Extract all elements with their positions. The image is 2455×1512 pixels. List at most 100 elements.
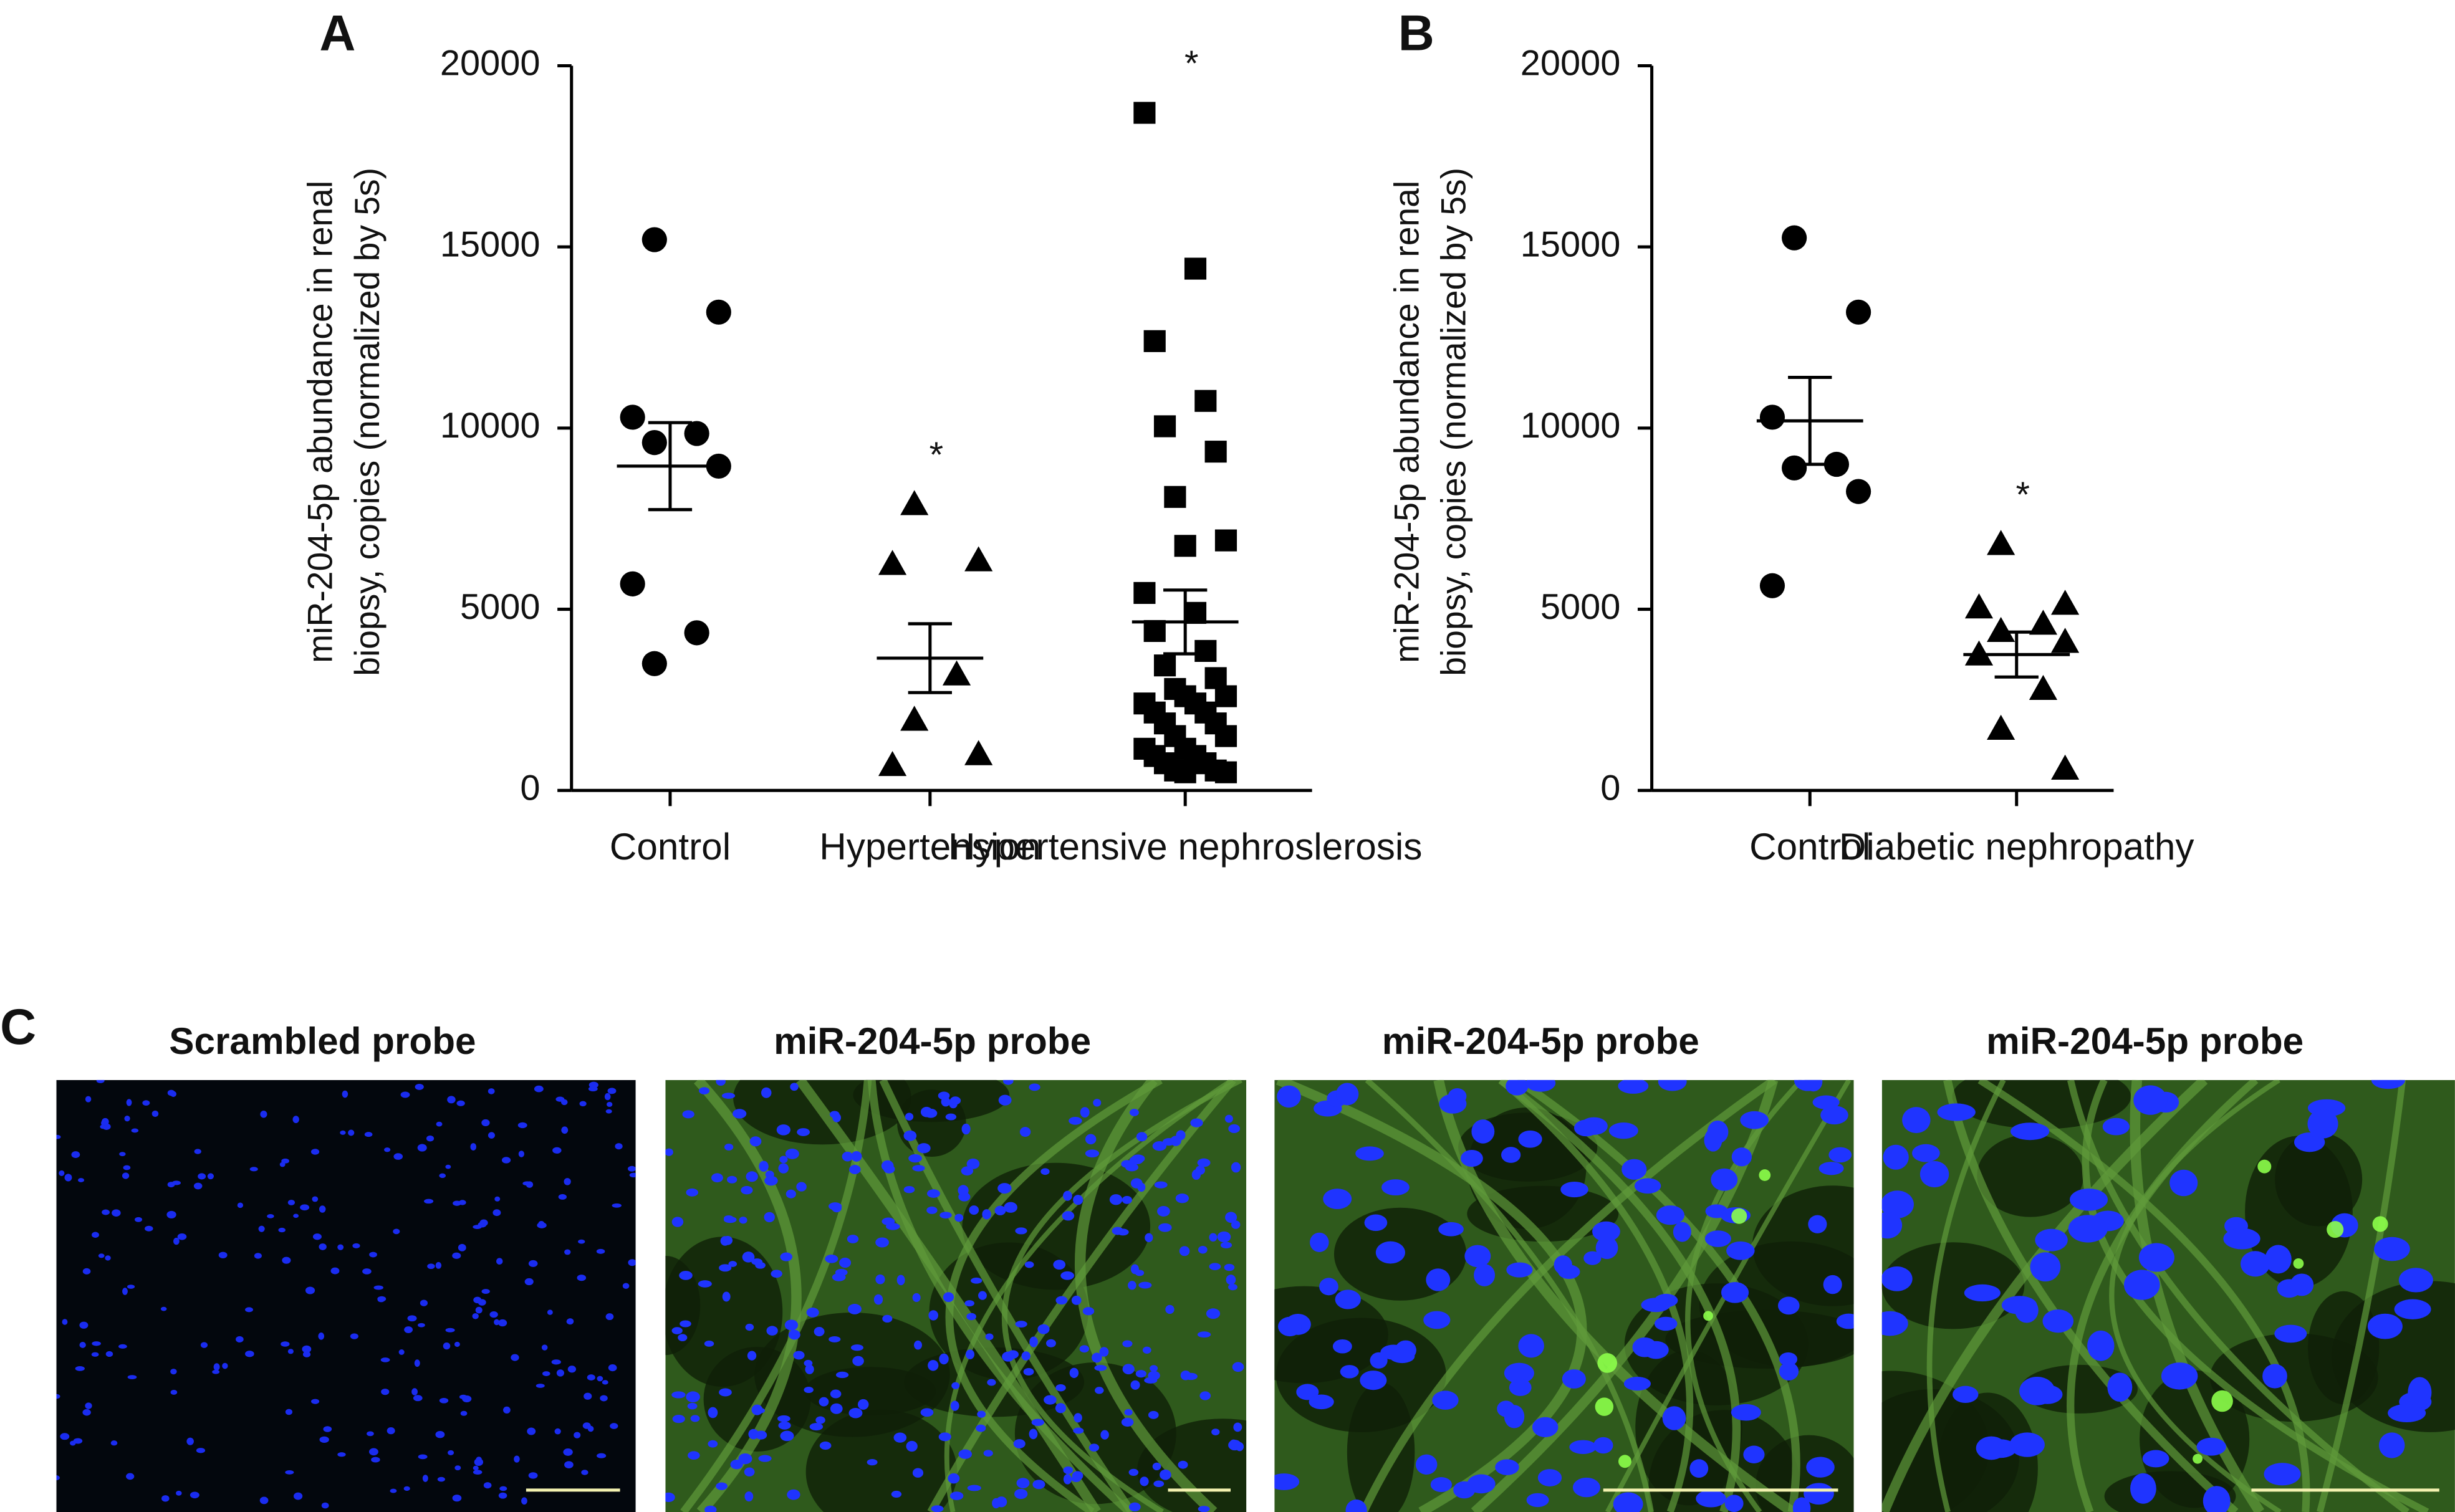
- x-tick-label: Control: [1749, 826, 1871, 869]
- nucleus: [1162, 1138, 1175, 1146]
- nucleus: [245, 1351, 254, 1357]
- nucleus: [393, 1228, 400, 1235]
- y-axis-label: biopsy, copies (normalized by 5s): [348, 168, 387, 676]
- nucleus: [745, 1323, 754, 1331]
- nucleus: [1062, 1211, 1075, 1221]
- nucleus: [847, 1235, 859, 1243]
- nucleus: [589, 1081, 598, 1088]
- point: [1964, 593, 1994, 619]
- nucleus: [321, 1502, 329, 1509]
- nucleus: [1608, 1122, 1638, 1139]
- nucleus: [777, 1415, 790, 1422]
- signal: [2293, 1258, 2304, 1269]
- nucleus: [537, 1222, 547, 1228]
- nucleus: [742, 1251, 755, 1263]
- nucleus: [2019, 1377, 2055, 1405]
- nucleus: [1471, 1119, 1495, 1144]
- nucleus: [835, 1371, 849, 1379]
- nucleus: [1532, 1417, 1559, 1437]
- nucleus: [671, 1327, 683, 1334]
- nucleus: [470, 1143, 477, 1151]
- micrograph-content: [56, 1079, 636, 1512]
- nucleus: [998, 1094, 1012, 1106]
- nucleus: [1812, 1095, 1840, 1109]
- nucleus: [875, 1274, 885, 1285]
- nucleus: [1274, 1473, 1300, 1490]
- nucleus: [891, 1490, 902, 1498]
- nucleus: [982, 1209, 991, 1220]
- nucleus: [473, 1470, 483, 1475]
- nucleus: [746, 1171, 758, 1182]
- nucleus: [1063, 1474, 1072, 1485]
- nucleus: [597, 1453, 607, 1458]
- nucleus: [741, 1185, 753, 1195]
- tissue-fiber: [1360, 1079, 1777, 1512]
- nucleus: [499, 1486, 507, 1491]
- point: [1133, 581, 1156, 604]
- nucleus: [524, 1278, 534, 1286]
- nucleus: [473, 1296, 482, 1304]
- nucleus: [459, 1394, 468, 1399]
- point: [2029, 610, 2058, 635]
- nucleus: [604, 1093, 611, 1101]
- nucleus: [954, 1213, 964, 1222]
- nucleus: [350, 1333, 358, 1339]
- nucleus: [1002, 1079, 1014, 1085]
- nucleus: [906, 1440, 918, 1452]
- nucleus: [996, 1496, 1007, 1508]
- nucleus: [938, 1432, 951, 1442]
- nucleus: [488, 1088, 495, 1094]
- nucleus: [1199, 1391, 1211, 1400]
- nucleus: [340, 1130, 346, 1135]
- nucleus: [739, 1217, 747, 1224]
- nucleus: [387, 1427, 395, 1435]
- nucleus: [337, 1452, 346, 1457]
- nucleus: [1335, 1290, 1361, 1309]
- y-axis-label: biopsy, copies (normalized by 5s): [1434, 168, 1473, 676]
- nucleus: [567, 1366, 577, 1373]
- nucleus: [1228, 1124, 1241, 1133]
- x-tick-label-box: Hypertensive nephroslerosis: [948, 826, 1422, 869]
- nucleus: [1277, 1085, 1301, 1108]
- nucleus: [849, 1164, 861, 1174]
- micrograph: [1274, 1079, 1854, 1512]
- nucleus: [435, 1431, 445, 1438]
- nucleus: [2123, 1270, 2160, 1300]
- nucleus: [222, 1362, 228, 1369]
- point: [1823, 451, 1850, 477]
- nucleus: [2042, 1309, 2074, 1333]
- nucleus: [521, 1497, 527, 1505]
- y-tick-label: 10000: [1521, 406, 1621, 446]
- nucleus: [1179, 1246, 1190, 1256]
- nucleus: [2161, 1362, 2198, 1390]
- nucleus: [170, 1091, 177, 1098]
- nucleus: [1656, 1205, 1684, 1225]
- nucleus: [679, 1271, 693, 1280]
- nucleus: [1198, 1506, 1210, 1512]
- point: [1214, 761, 1237, 783]
- nucleus: [62, 1319, 68, 1325]
- nucleus: [454, 1341, 460, 1347]
- nucleus: [951, 1382, 960, 1389]
- nucleus: [312, 1196, 319, 1202]
- nucleus: [1128, 1281, 1136, 1290]
- nucleus: [381, 1389, 390, 1395]
- nucleus: [122, 1288, 128, 1295]
- nucleus: [2030, 1252, 2061, 1282]
- nucleus: [447, 1096, 456, 1104]
- nucleus: [744, 1491, 754, 1502]
- nucleus: [1375, 1241, 1405, 1264]
- point: [964, 546, 993, 572]
- nucleus: [1145, 1233, 1153, 1243]
- nucleus: [186, 1437, 194, 1445]
- nucleus: [678, 1334, 688, 1342]
- x-tick-label-box: Control: [1749, 826, 1871, 869]
- nucleus: [1792, 1497, 1811, 1512]
- nucleus: [1040, 1168, 1050, 1175]
- nucleus: [985, 1333, 994, 1341]
- nucleus: [474, 1458, 484, 1466]
- nucleus: [1296, 1384, 1319, 1400]
- y-tick-label: 15000: [1521, 224, 1621, 264]
- nucleus: [847, 1304, 862, 1314]
- nucleus: [961, 1123, 971, 1135]
